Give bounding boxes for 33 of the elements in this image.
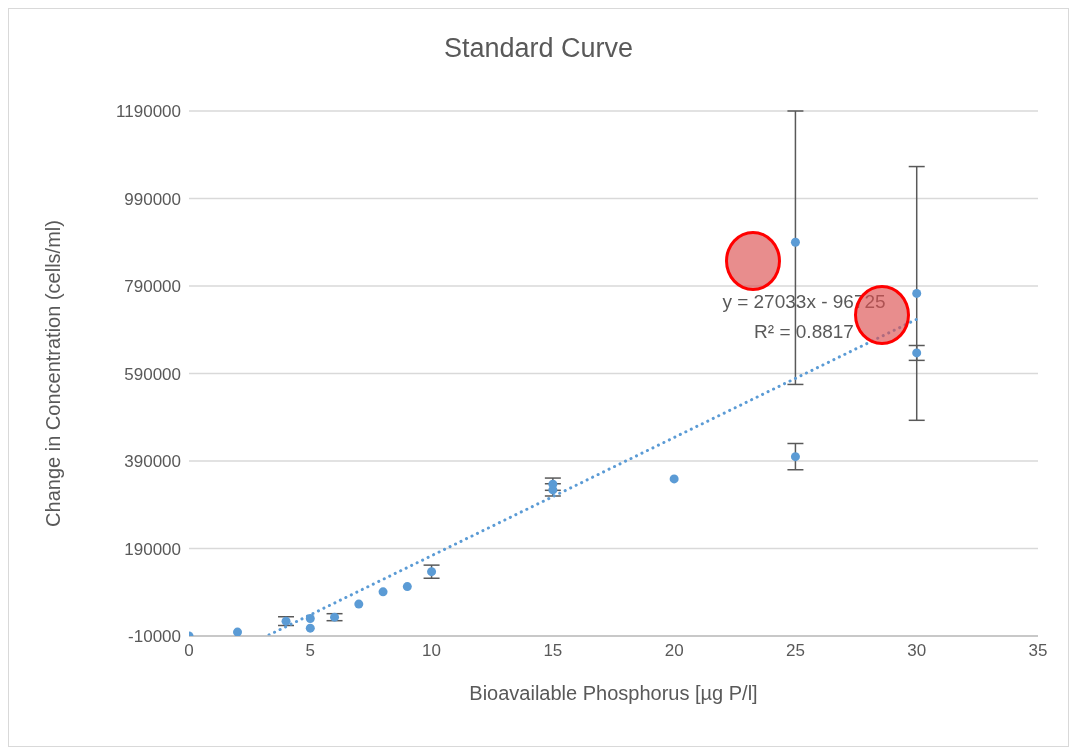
annotation: R² = 0.8817 bbox=[753, 321, 855, 343]
y-tick-label: 590000 bbox=[124, 364, 181, 384]
y-axis-title: Change in Concentration (cells/ml) bbox=[42, 220, 65, 527]
x-tick-label: 15 bbox=[543, 641, 563, 661]
point bbox=[790, 452, 800, 462]
x-tick-label: 5 bbox=[305, 641, 316, 661]
point bbox=[402, 582, 412, 592]
point bbox=[790, 237, 800, 247]
x-axis-title: Bioavailable Phosphorus [µg P/l] bbox=[469, 682, 758, 705]
x-tick-label: 30 bbox=[907, 641, 927, 661]
y-tick-label: 990000 bbox=[124, 189, 181, 209]
x-tick-label: 35 bbox=[1028, 641, 1048, 661]
y-tick-label: 390000 bbox=[124, 452, 181, 472]
point bbox=[354, 599, 364, 609]
x-tick-label: 10 bbox=[422, 641, 442, 661]
y-tick-label: -10000 bbox=[128, 627, 181, 647]
y-tick-label: 790000 bbox=[124, 277, 181, 297]
y-tick-label: 190000 bbox=[124, 539, 181, 559]
chart-title: Standard Curve bbox=[442, 33, 635, 64]
point bbox=[669, 474, 679, 484]
point bbox=[427, 567, 437, 577]
y-tick-label: 1190000 bbox=[116, 102, 181, 122]
point bbox=[281, 616, 291, 626]
point bbox=[378, 587, 388, 597]
point bbox=[233, 627, 243, 636]
point bbox=[305, 623, 315, 633]
x-tick-label: 20 bbox=[664, 641, 684, 661]
x-tick-label: 25 bbox=[785, 641, 805, 661]
x-tick-label: 0 bbox=[184, 641, 194, 661]
point bbox=[912, 288, 922, 298]
point bbox=[912, 348, 922, 358]
point bbox=[305, 614, 315, 623]
point bbox=[330, 612, 340, 622]
